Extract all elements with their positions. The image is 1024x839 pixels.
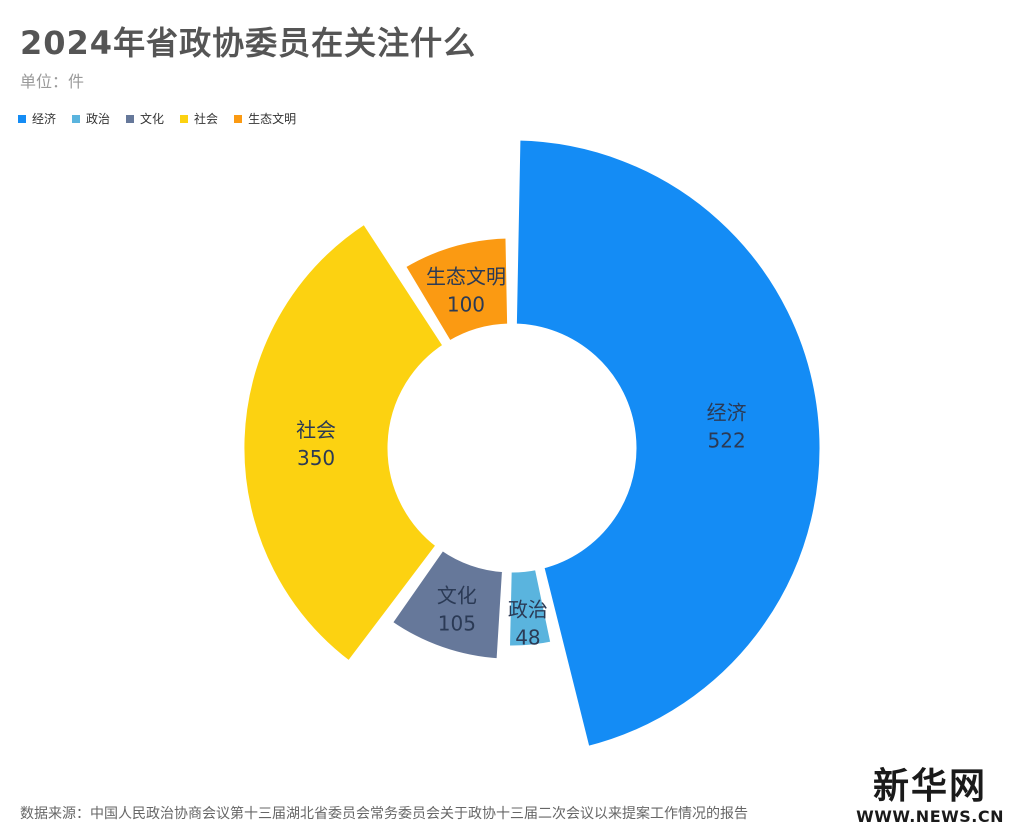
slice-label-4: 生态文明 [426,264,506,288]
slice-label-1: 政治 [508,597,548,621]
slice-3 [239,219,448,666]
data-source: 数据来源：中国人民政治协商会议第十三届湖北省委员会常务委员会关于政协十三届二次会… [20,806,748,822]
slice-0 [511,135,825,752]
legend-item-society: 社会 [180,110,218,127]
slice-4 [400,233,513,346]
slice-1 [504,564,556,651]
legend-item-economy: 经济 [18,110,56,127]
legend-label-society: 社会 [194,112,219,126]
slice-label-0: 经济 [707,401,747,425]
legend-swatch-economy [18,114,26,123]
legend-swatch-politics [72,114,81,123]
slice-label-2: 文化 [437,583,477,607]
legend-swatch-ecology [234,114,243,123]
legend-label-politics: 政治 [86,112,111,126]
legend-item-politics: 政治 [72,110,110,127]
slice-value-0: 522 [708,429,746,453]
slice-value-2: 105 [438,611,476,635]
legend-swatch-culture [126,114,135,123]
slice-value-1: 48 [515,625,540,649]
legend: 经济 政治 文化 社会 生态文明 [18,110,296,127]
unit-label: 单位：件 [20,72,85,91]
slice-value-4: 100 [447,292,485,316]
legend-swatch-society [180,114,189,123]
legend-label-ecology: 生态文明 [248,112,297,126]
xinhua-logo: 新华网 WWW.NEWS.CN [856,768,1004,828]
slice-label-3: 社会 [296,418,336,442]
slice-2 [387,545,508,664]
logo-text-en: WWW.NEWS.CN [856,807,1004,826]
legend-item-ecology: 生态文明 [234,110,296,127]
legend-label-culture: 文化 [140,112,165,126]
legend-item-culture: 文化 [126,110,164,127]
legend-label-economy: 经济 [32,112,57,126]
logo-text-cn: 新华网 [873,766,988,807]
slice-value-3: 350 [297,446,335,470]
chart-title: 2024年省政协委员在关注什么 [20,24,477,62]
